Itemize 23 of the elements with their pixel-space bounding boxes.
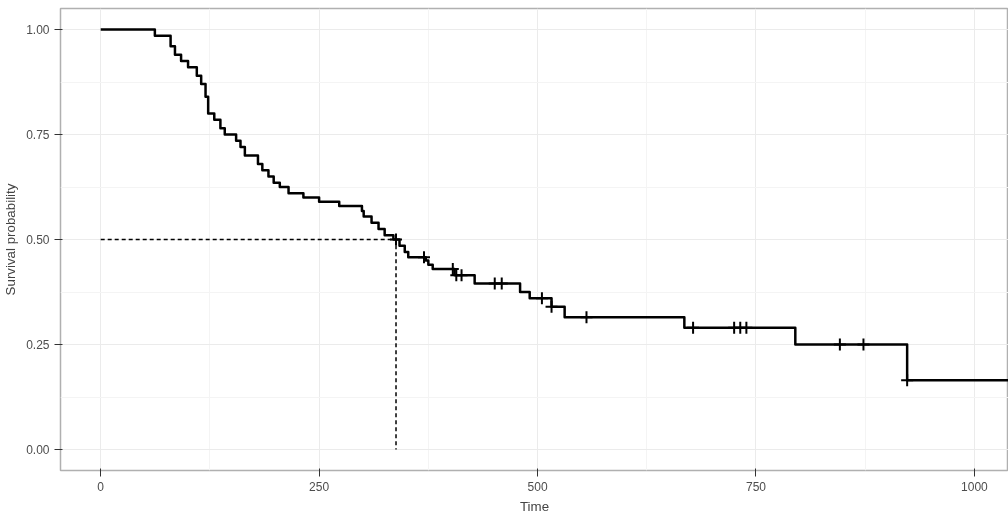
y-axis-title: Survival probability	[3, 183, 19, 296]
point	[739, 320, 754, 335]
point	[544, 299, 559, 314]
point	[389, 232, 404, 247]
point	[416, 250, 431, 265]
y-tick-label: 1.00	[26, 23, 50, 37]
point	[686, 320, 701, 335]
x-tick-label: 1000	[961, 479, 989, 494]
x-tick-label: 250	[309, 479, 330, 494]
point	[494, 276, 509, 291]
y-tick-label: 0.75	[26, 128, 50, 142]
x-axis-title: Time	[519, 498, 550, 514]
y-tick-label: 0.50	[26, 233, 50, 247]
point	[579, 310, 594, 325]
point	[534, 291, 549, 306]
x-tick-label: 500	[527, 479, 548, 494]
point	[900, 373, 915, 388]
y-tick-label: 0.00	[26, 443, 50, 457]
y-tick-label: 0.25	[26, 338, 50, 352]
point	[832, 337, 847, 352]
x-tick-label: 0	[97, 479, 105, 494]
x-tick-label: 750	[745, 479, 767, 494]
point	[856, 337, 871, 352]
